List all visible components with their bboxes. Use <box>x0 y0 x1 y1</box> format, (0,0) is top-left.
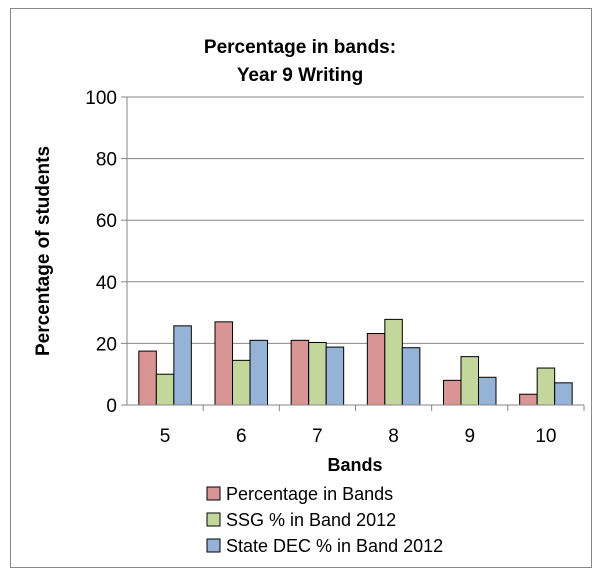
legend-label-1: Percentage in Bands <box>226 484 393 504</box>
bar-5-series-2 <box>155 373 175 406</box>
chart-frame <box>10 8 592 568</box>
gridlines <box>121 96 584 406</box>
bar-8-series-3 <box>401 347 421 406</box>
bar-7-series-1 <box>290 339 310 406</box>
y-tick-label: 0 <box>106 396 117 417</box>
y-tick-label: 100 <box>85 88 117 109</box>
bar-9-series-2 <box>460 356 479 406</box>
y-axis-label: Percentage of students <box>33 146 54 356</box>
bar-10-series-1 <box>519 393 538 406</box>
bar-7-series-3 <box>325 346 345 406</box>
x-tick-label: 7 <box>312 426 323 447</box>
bar-6-series-2 <box>232 359 251 406</box>
bar-9-series-3 <box>478 376 497 406</box>
legend-label-2: SSG % in Band 2012 <box>226 510 396 530</box>
x-tick-label: 10 <box>535 426 556 447</box>
bars <box>138 318 573 406</box>
legend-swatch-1 <box>206 486 221 501</box>
x-tick-label: 6 <box>236 426 247 447</box>
y-tick-labels: 0 20 40 60 80 100 <box>85 88 117 417</box>
legend-swatch-2 <box>206 512 221 527</box>
y-tick-label: 40 <box>96 273 117 294</box>
y-tick-label: 80 <box>96 150 117 171</box>
x-axis-label: Bands <box>327 455 382 475</box>
x-tick-label: 5 <box>160 426 171 447</box>
y-tick-label: 20 <box>96 334 117 355</box>
legend-swatch-3 <box>206 538 221 553</box>
bar-7-series-2 <box>308 341 327 406</box>
legend-label-3: State DEC % in Band 2012 <box>226 536 443 556</box>
y-tick-label: 60 <box>96 211 117 232</box>
bar-8-series-2 <box>384 318 403 406</box>
chart-title-line-2: Year 9 Writing <box>237 65 363 86</box>
bar-10-series-3 <box>554 382 573 406</box>
bar-6-series-1 <box>214 321 233 406</box>
bar-5-series-1 <box>138 350 157 406</box>
bar-10-series-2 <box>536 367 556 406</box>
bar-9-series-1 <box>443 379 462 406</box>
bar-6-series-3 <box>249 339 268 406</box>
axes <box>126 97 585 411</box>
bar-8-series-1 <box>366 333 386 406</box>
x-tick-labels: 5 6 7 8 9 10 <box>160 426 557 447</box>
legend: Percentage in Bands SSG % in Band 2012 Sta… <box>206 484 443 556</box>
x-tick-label: 8 <box>388 426 399 447</box>
chart-title-line-1: Percentage in bands: <box>204 37 396 58</box>
x-tick-label: 9 <box>464 426 475 447</box>
bar-5-series-3 <box>173 325 192 406</box>
